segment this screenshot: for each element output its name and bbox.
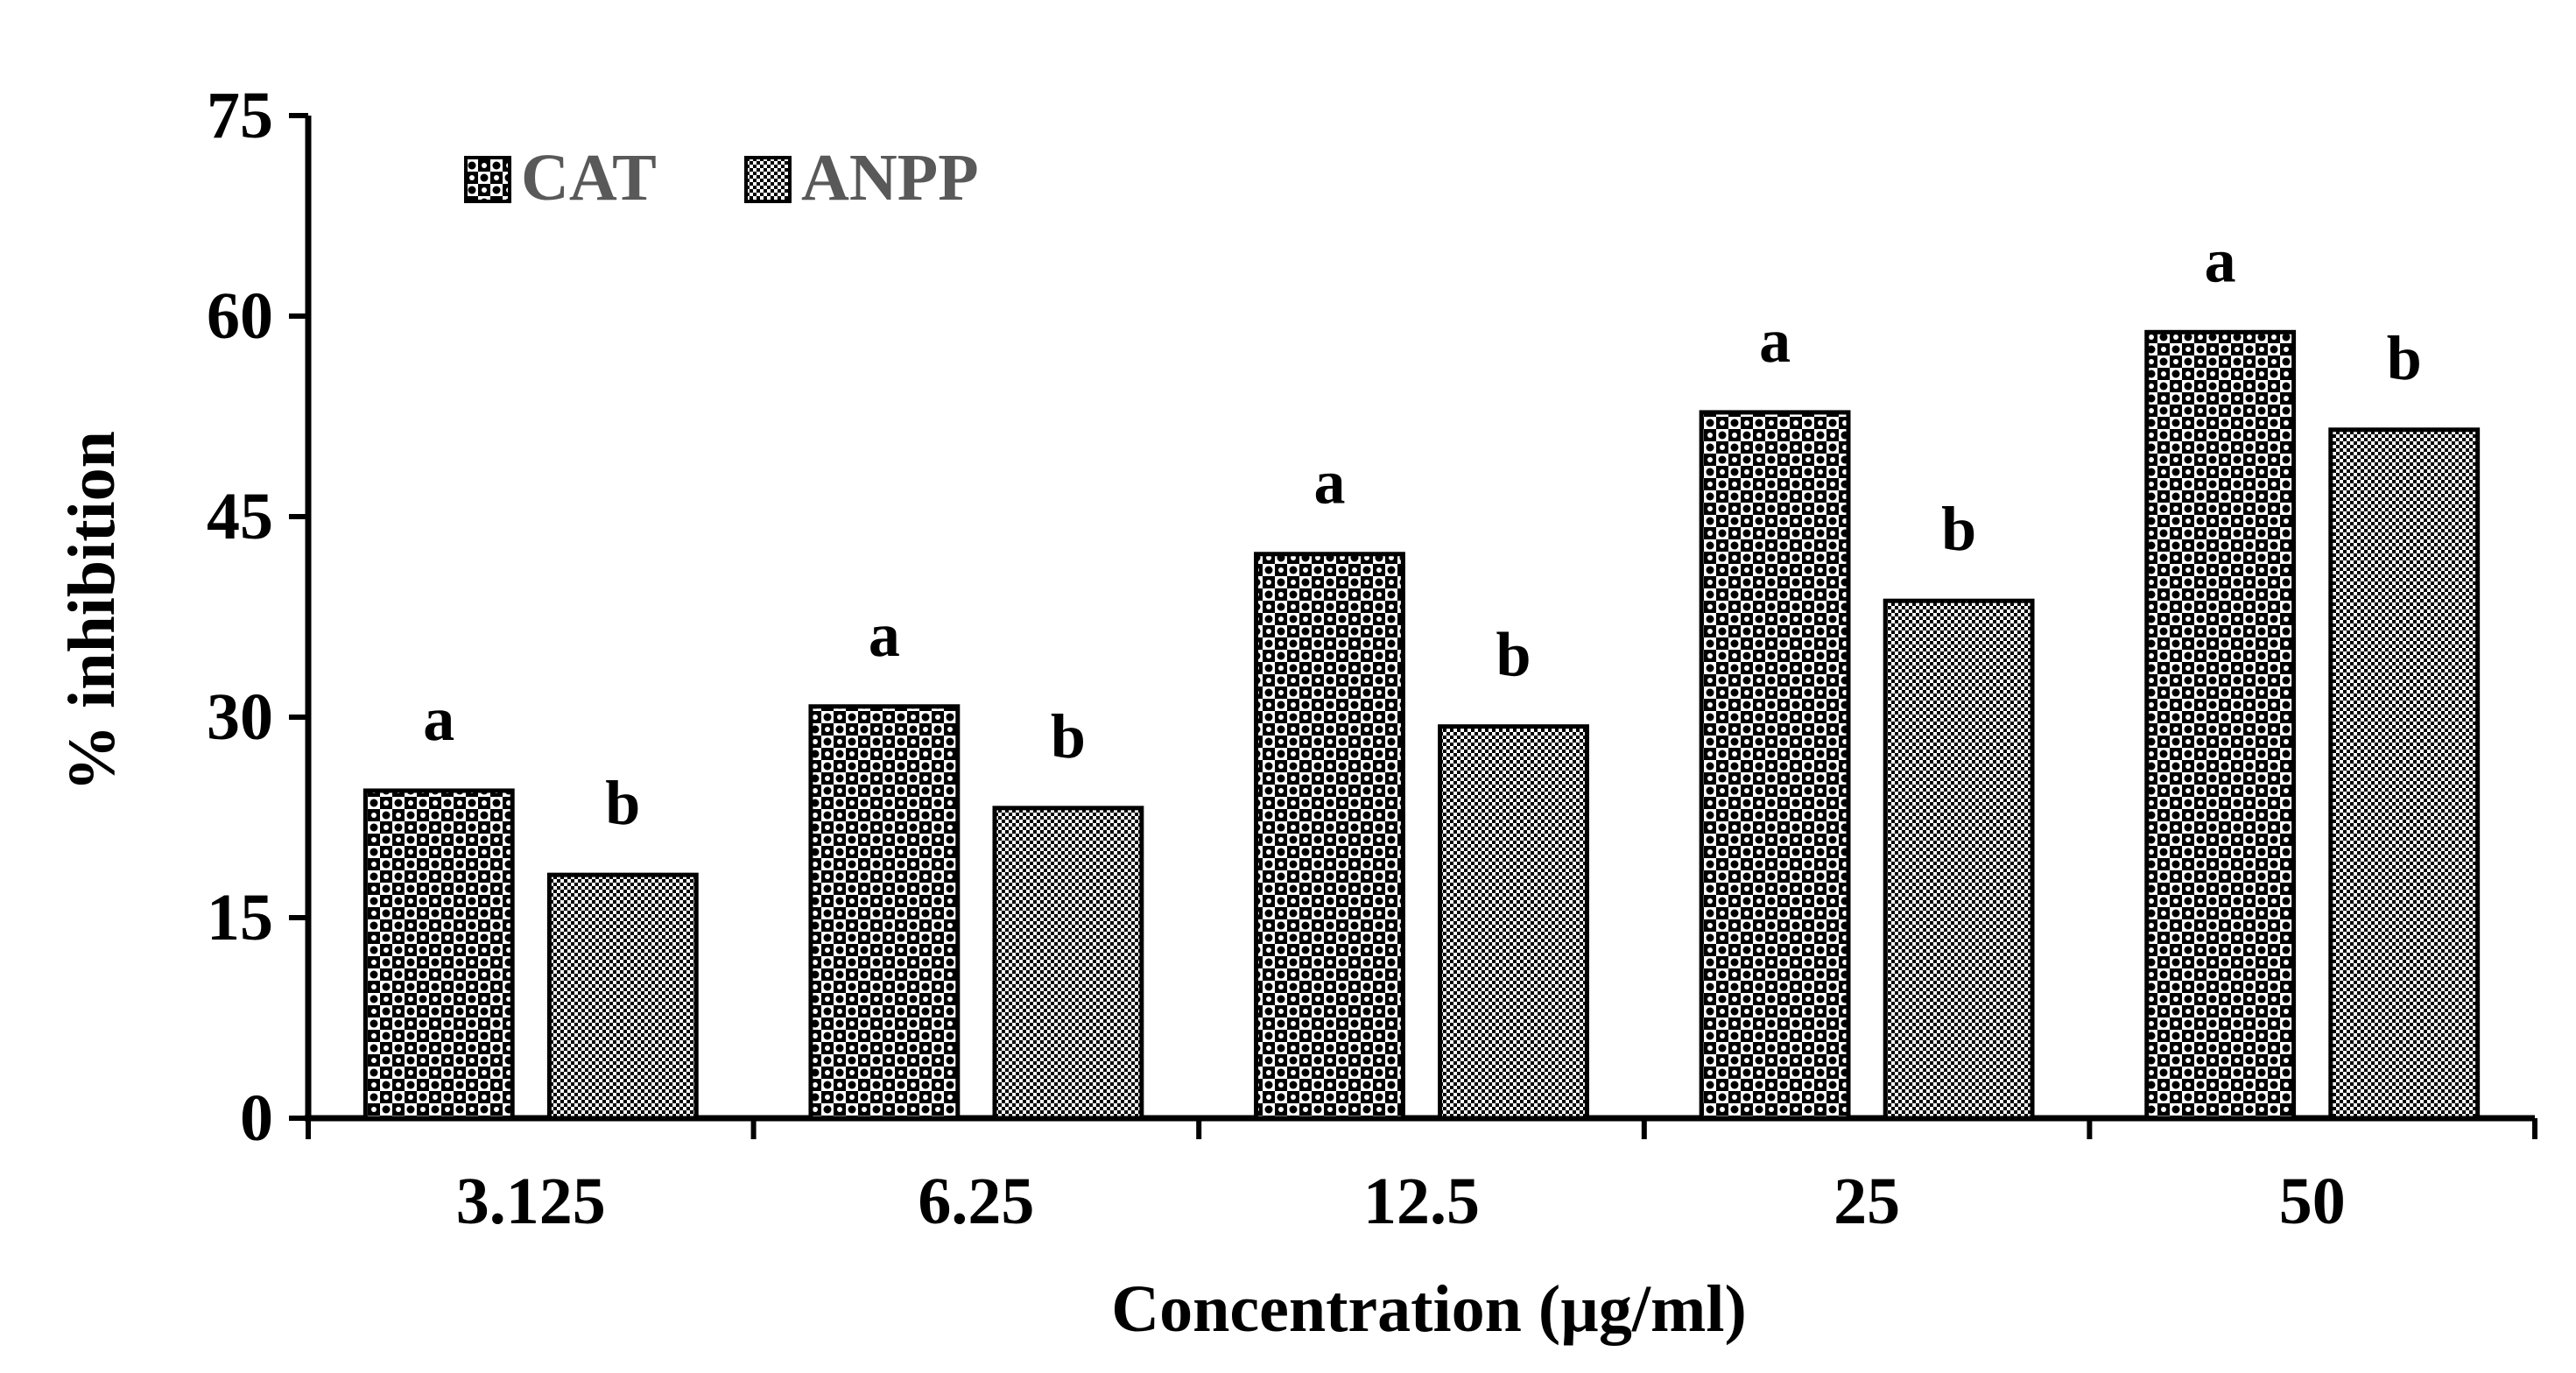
legend-label-cat: CAT [521, 141, 657, 215]
bar-anpp [1438, 724, 1589, 1121]
significance-label-cat: a [1759, 306, 1791, 376]
bar-anpp [992, 806, 1144, 1121]
bar-cat [1254, 552, 1405, 1121]
x-tick-label: 12.5 [1363, 1165, 1480, 1238]
significance-label-anpp: b [605, 768, 640, 838]
y-tick-label: 60 [207, 279, 273, 353]
bars [362, 329, 2481, 1121]
y-tick-label: 30 [207, 680, 273, 754]
x-axis-title: Concentration (µg/ml) [1111, 1272, 1747, 1346]
significance-label-anpp: b [1051, 701, 1086, 771]
x-axis: 3.125 6.25 12.5 25 50 [305, 1115, 2537, 1238]
x-tick-label: 6.25 [918, 1165, 1034, 1238]
bar-anpp [2328, 427, 2481, 1121]
bar-cat [1699, 410, 1851, 1121]
y-tick-label: 45 [207, 480, 273, 553]
legend-swatch-anpp [744, 156, 792, 203]
significance-label-anpp: b [1496, 620, 1531, 690]
significance-labels: a a a a a b b b b b [423, 225, 2421, 838]
x-tick-label: 50 [2279, 1165, 2346, 1238]
legend-swatch-cat [464, 156, 511, 203]
y-tick-label: 0 [240, 1081, 273, 1155]
legend-label-anpp: ANPP [801, 141, 979, 215]
bar-anpp [546, 872, 699, 1121]
significance-label-cat: a [1313, 447, 1345, 518]
bar-cat [362, 788, 515, 1121]
y-axis-title: % inhibition [55, 431, 129, 792]
y-tick-label: 75 [207, 79, 273, 152]
legend: CAT ANPP [464, 141, 979, 215]
y-axis: 0 15 30 45 60 75 [207, 79, 312, 1155]
bar-anpp [1883, 598, 2035, 1121]
significance-label-anpp: b [2387, 323, 2422, 393]
significance-label-anpp: b [1941, 494, 1976, 564]
bar-cat [2144, 329, 2297, 1121]
y-tick-label: 15 [207, 881, 273, 954]
bar-cat [808, 704, 961, 1121]
x-tick-label: 25 [1833, 1165, 1900, 1238]
significance-label-cat: a [869, 600, 900, 670]
significance-label-cat: a [2205, 225, 2236, 295]
significance-label-cat: a [423, 684, 454, 754]
x-tick-label: 3.125 [456, 1165, 606, 1238]
